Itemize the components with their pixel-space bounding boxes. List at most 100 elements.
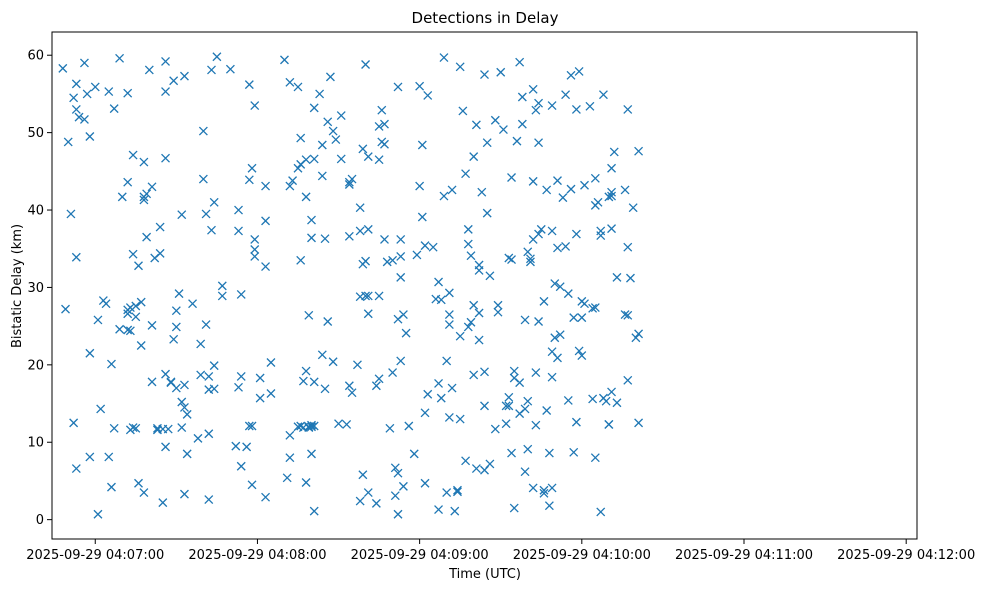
- data-point: [439, 191, 449, 201]
- data-point: [393, 82, 403, 92]
- data-point: [531, 420, 541, 430]
- y-axis: 0 10 20 30 40 50 60: [27, 49, 52, 528]
- data-point: [250, 252, 260, 261]
- data-point: [547, 372, 557, 382]
- data-point: [634, 146, 644, 156]
- data-point: [474, 260, 484, 270]
- data-point: [623, 310, 633, 320]
- data-point: [134, 478, 143, 488]
- data-point: [604, 192, 614, 202]
- data-point: [555, 330, 565, 340]
- data-point: [107, 482, 116, 492]
- data-point: [604, 419, 614, 429]
- data-point: [242, 442, 252, 452]
- data-point: [547, 226, 557, 236]
- data-point: [196, 370, 206, 380]
- data-point: [255, 393, 265, 403]
- data-point: [577, 313, 587, 323]
- data-point: [590, 453, 600, 463]
- data-point: [461, 456, 471, 466]
- data-point: [609, 147, 619, 157]
- data-point: [434, 277, 444, 287]
- data-point: [207, 225, 216, 235]
- data-point: [469, 300, 479, 310]
- data-point: [569, 313, 579, 323]
- data-point: [607, 187, 617, 197]
- data-point: [444, 288, 454, 298]
- data-point: [131, 301, 141, 311]
- data-point: [461, 169, 471, 179]
- data-point: [307, 215, 316, 225]
- data-point: [388, 368, 398, 378]
- data-point: [547, 483, 557, 493]
- data-point: [542, 185, 552, 195]
- data-point: [390, 491, 400, 501]
- data-point: [347, 174, 357, 184]
- data-point: [307, 422, 316, 432]
- data-point: [285, 181, 295, 191]
- data-point: [161, 442, 170, 452]
- data-point: [285, 453, 295, 463]
- data-point: [204, 495, 214, 504]
- data-point: [69, 418, 79, 428]
- x-tick-label: 2025-09-29 04:09:00: [351, 548, 489, 563]
- data-point: [523, 444, 533, 454]
- data-point: [412, 250, 422, 260]
- data-point: [553, 353, 562, 363]
- data-point: [142, 189, 152, 199]
- y-tick-label: 0: [36, 513, 44, 528]
- data-point: [171, 383, 181, 393]
- data-point: [469, 152, 479, 162]
- data-point: [266, 358, 276, 367]
- data-point: [139, 195, 149, 205]
- data-point: [155, 248, 165, 258]
- data-point: [61, 304, 70, 314]
- data-point: [580, 299, 589, 309]
- data-point: [490, 115, 500, 125]
- data-point: [471, 464, 481, 474]
- data-point: [504, 392, 514, 402]
- data-point: [193, 433, 203, 443]
- data-point: [588, 303, 598, 313]
- data-point: [463, 224, 473, 234]
- data-point: [344, 180, 354, 189]
- data-point: [109, 423, 119, 433]
- x-tick-label: 2025-09-29 04:12:00: [837, 548, 975, 563]
- data-point: [485, 271, 495, 281]
- data-point: [466, 317, 476, 327]
- data-point: [128, 150, 138, 160]
- data-point: [553, 243, 562, 253]
- data-point: [493, 300, 503, 310]
- data-point: [453, 485, 462, 495]
- data-point: [520, 315, 530, 325]
- data-point: [244, 175, 254, 185]
- data-point: [444, 413, 454, 422]
- data-point: [344, 231, 354, 241]
- data-point: [523, 396, 533, 406]
- data-point: [634, 418, 644, 428]
- data-point: [455, 414, 465, 424]
- data-point: [515, 378, 525, 388]
- chart-title: Detections in Delay: [412, 9, 559, 27]
- data-point: [380, 119, 389, 129]
- data-point: [385, 423, 395, 433]
- x-axis: 2025-09-29 04:07:00 2025-09-29 04:08:00 20…: [26, 539, 975, 563]
- data-point: [474, 335, 484, 345]
- data-point: [198, 174, 208, 184]
- data-point: [571, 417, 581, 427]
- data-point: [612, 398, 622, 408]
- x-tick-label: 2025-09-29 04:07:00: [26, 548, 164, 563]
- data-point: [285, 430, 295, 440]
- data-point: [69, 93, 79, 103]
- data-point: [244, 80, 254, 90]
- data-point: [517, 119, 527, 129]
- data-point: [136, 341, 146, 350]
- data-point: [128, 249, 138, 259]
- data-point: [225, 64, 235, 74]
- data-point: [396, 272, 406, 282]
- data-point: [509, 366, 519, 376]
- data-point: [539, 296, 549, 306]
- x-tick-label: 2025-09-29 04:08:00: [188, 548, 326, 563]
- data-point: [390, 463, 400, 473]
- data-point: [142, 232, 152, 242]
